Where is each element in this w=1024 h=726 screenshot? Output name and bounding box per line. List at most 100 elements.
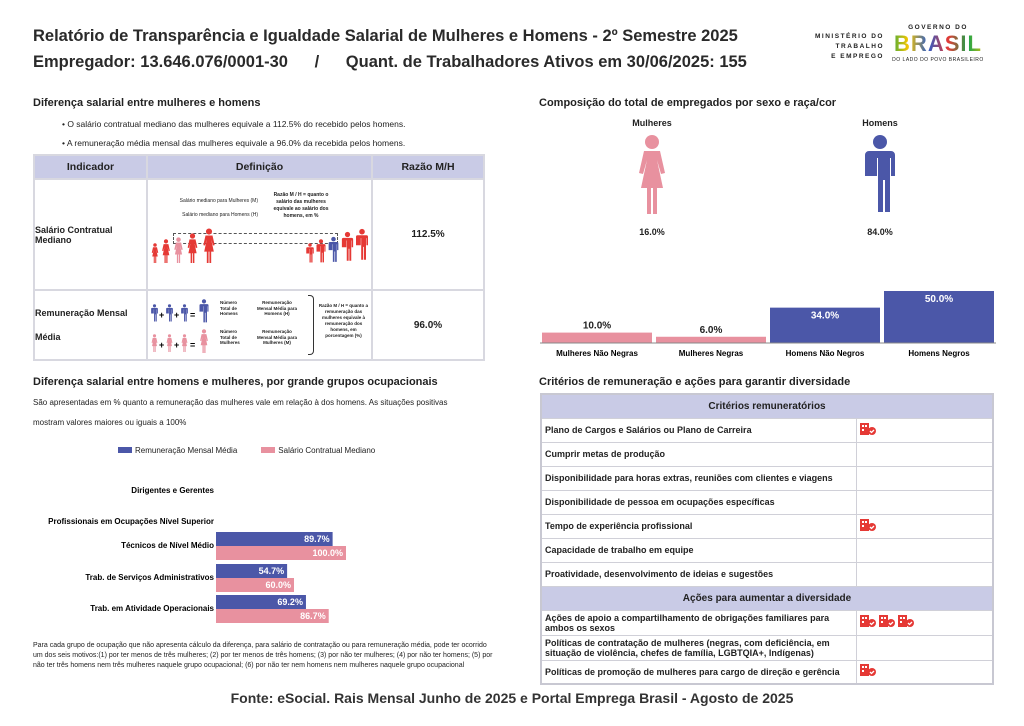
worker-count: Quant. de Trabalhadores Ativos em 30/06/… [345, 53, 747, 71]
legend: Remuneração Mensal Média Salário Contrat… [118, 446, 375, 455]
criterion-icons [855, 417, 994, 443]
svg-text:+: + [174, 310, 179, 320]
bar [770, 307, 880, 343]
source-footer: Fonte: eSocial. Rais Mensal Junho de 202… [230, 690, 794, 706]
ministry-line: MINISTÉRIO DO [815, 33, 884, 40]
criterion-icons [855, 634, 994, 661]
bar [216, 609, 329, 623]
bullet-1: • O salário contratual mediano das mulhe… [62, 119, 406, 129]
table-row: Capacidade de trabalho em equipe [540, 537, 994, 563]
criterion-icons [855, 465, 994, 491]
gov-logo: GOVERNO DO BRASIL DO LADO DO POVO BRASIL… [888, 24, 988, 63]
category-label: Técnicos de Nível Médio [121, 541, 214, 550]
data-label: 6.0% [700, 325, 723, 336]
criterion-label: Políticas de promoção de mulheres para c… [540, 659, 857, 685]
building-check-icon [859, 518, 876, 531]
def-r-m: Remuneração Mensal Média para Mulheres (… [256, 329, 297, 345]
data-label: 10.0% [583, 321, 611, 332]
def-h: Salário mediano para Homens (H) [182, 212, 258, 218]
occupation-desc-2: mostram valores maiores ou iguais a 100% [33, 418, 187, 427]
salary-diff-heading: Diferença salarial entre mulheres e home… [33, 97, 261, 109]
data-label: 100.0% [312, 548, 343, 558]
svg-text:=: = [190, 340, 195, 350]
ratio-value: 112.5% [371, 178, 485, 291]
definition-illustration: + + = + + = Número Total de Homens Número Tot… [146, 289, 373, 361]
criterion-label: Ações de apoio a compartilhamento de obr… [540, 609, 857, 636]
section-header: Critérios remuneratórios [540, 393, 994, 419]
legend-item: Remuneração Mensal Média [118, 446, 237, 455]
svg-text:+: + [174, 340, 179, 350]
category-label: Homens Não Negros [786, 349, 865, 358]
table-row: Remuneração Mensal Média + + = + + = Número T… [33, 289, 485, 361]
category-label: Homens Negros [908, 349, 970, 358]
criterion-label: Plano de Cargos e Salários ou Plano de C… [540, 417, 857, 443]
ministry-logo: MINISTÉRIO DO TRABALHO E EMPREGO [800, 32, 884, 62]
indicator-name: Salário Contratual Mediano [33, 178, 148, 291]
criterion-label: Capacidade de trabalho em equipe [540, 537, 857, 563]
criterion-icons [855, 513, 994, 539]
def-note: Razão M / H = quanto a remuneração das m… [318, 303, 369, 338]
woman-icon [639, 135, 665, 214]
criterion-label: Tempo de experiência profissional [540, 513, 857, 539]
data-label: 34.0% [811, 311, 839, 322]
def-r-h: Remuneração Mensal Média para Homens (H) [256, 300, 297, 316]
data-label: 60.0% [265, 580, 291, 590]
criterion-label: Políticas de contratação de mulheres (ne… [540, 634, 857, 661]
composition-heading: Composição do total de empregados por se… [539, 97, 837, 109]
bar [884, 291, 994, 343]
men-label: Homens [862, 118, 898, 128]
data-label: 89.7% [304, 534, 330, 544]
separator: / [314, 53, 320, 71]
women-label: Mulheres [632, 118, 672, 128]
def-n-m: Número Total de Mulheres [220, 329, 240, 345]
def-n-h: Número Total de Homens [220, 300, 238, 316]
gov-slogan: DO LADO DO POVO BRASILEIRO [892, 57, 984, 63]
table-row: Políticas de promoção de mulheres para c… [540, 659, 994, 685]
bullet-2: • A remuneração média mensal das mulhere… [62, 138, 406, 148]
building-check-icon [859, 664, 876, 677]
table-row: Disponibilidade de pessoa em ocupações e… [540, 489, 994, 515]
employer-line: Empregador: 13.646.076/0001-30 / Quant. … [33, 53, 747, 72]
people-illustration [151, 228, 368, 263]
legend-label: Remuneração Mensal Média [135, 446, 238, 455]
criterion-icons [855, 537, 994, 563]
definition-illustration: Salário mediano para Mulheres (M) Salári… [146, 178, 373, 291]
indicator-name: Remuneração Mensal Média [33, 289, 148, 361]
table-row: Ações de apoio a compartilhamento de obr… [540, 609, 994, 636]
category-label: Mulheres Não Negras [556, 349, 638, 358]
women-pct: 16.0% [639, 227, 665, 237]
people-sum-illustration: + + = + + = [151, 299, 209, 353]
ministry-line: TRABALHO [835, 43, 884, 50]
criterion-label: Cumprir metas de produção [540, 441, 857, 467]
man-icon [865, 135, 895, 212]
criterion-icons [855, 561, 994, 587]
ministry-line: E EMPREGO [831, 53, 884, 60]
table-row: Políticas de contratação de mulheres (ne… [540, 634, 994, 661]
criterion-icons [855, 489, 994, 515]
employer-id: Empregador: 13.646.076/0001-30 [33, 53, 288, 71]
table-row: Disponibilidade para horas extras, reuni… [540, 465, 994, 491]
legend-label: Salário Contratual Mediano [278, 446, 376, 455]
criterion-label: Disponibilidade para horas extras, reuni… [540, 465, 857, 491]
building-check-icon [859, 615, 876, 627]
bar [542, 332, 652, 343]
category-label: Trab. de Serviços Administrativos [85, 573, 214, 582]
category-label: Trab. em Atividade Operacionais [90, 604, 214, 613]
table-row: Plano de Cargos e Salários ou Plano de C… [540, 417, 994, 443]
data-label: 50.0% [925, 294, 953, 305]
table-row: Cumprir metas de produção [540, 441, 994, 467]
criteria-heading: Critérios de remuneração e ações para ga… [539, 376, 851, 388]
bar [216, 595, 306, 609]
col-indicator: Indicador [33, 154, 148, 180]
bar [216, 564, 288, 578]
table-row: Salário Contratual Mediano Salário media… [33, 178, 485, 291]
building-check-icon [859, 422, 876, 435]
data-label: 69.2% [277, 597, 303, 607]
gov-text: GOVERNO DO [908, 24, 968, 31]
building-check-icon [878, 615, 895, 627]
criterion-label: Disponibilidade de pessoa em ocupações e… [540, 489, 857, 515]
occupation-bar-chart: Dirigentes e Gerentes Profissionais em Oc… [48, 486, 346, 623]
occupation-desc-1: São apresentadas em % quanto a remuneraç… [33, 398, 448, 407]
indicator-table: Indicador Definição Razão M/H Salário Cont… [33, 154, 485, 361]
data-label: 54.7% [259, 566, 285, 576]
